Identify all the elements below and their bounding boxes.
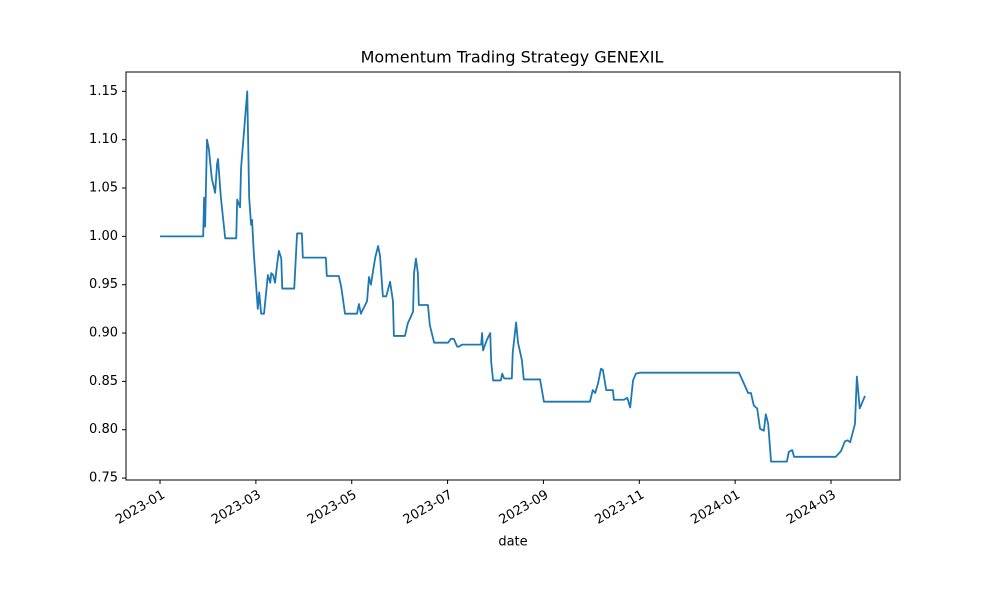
y-tick-label: 1.10 [89,132,118,147]
chart-title: Momentum Trading Strategy GENEXIL [361,48,664,67]
line-series [160,90,866,463]
plot-frame [125,71,901,481]
x-axis-label: date [498,535,527,550]
y-tick-label: 0.75 [89,471,118,486]
x-tick-label: 2023-03 [209,488,264,528]
y-tick-label: 0.80 [89,422,118,437]
x-tick-label: 2023-07 [401,488,456,528]
x-tick-label: 2023-05 [305,488,360,528]
y-tick-label: 1.00 [89,229,118,244]
y-tick-label: 0.95 [89,277,118,292]
y-tick-label: 1.15 [89,84,118,99]
x-tick-label: 2023-09 [497,488,552,528]
y-tick-label: 0.85 [89,374,118,389]
x-tick-label: 2023-01 [113,488,168,528]
x-tick-label: 2023-11 [592,488,647,528]
x-tick-label: 2024-03 [784,488,839,528]
y-tick-label: 1.05 [89,181,118,196]
y-tick-label: 0.90 [89,326,118,341]
x-tick-label: 2024-01 [688,488,743,528]
